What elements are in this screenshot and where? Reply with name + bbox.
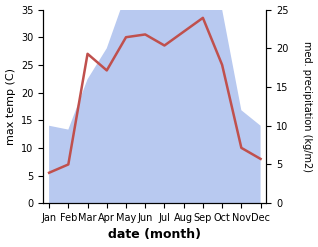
X-axis label: date (month): date (month)	[108, 228, 201, 242]
Y-axis label: max temp (C): max temp (C)	[5, 68, 16, 145]
Y-axis label: med. precipitation (kg/m2): med. precipitation (kg/m2)	[302, 41, 313, 172]
